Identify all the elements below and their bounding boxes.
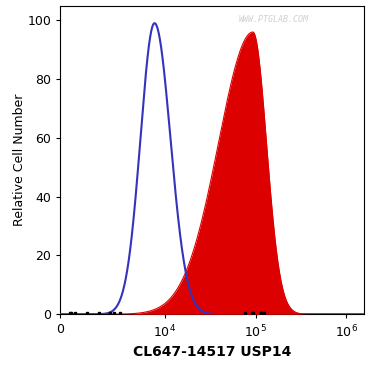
- Text: WWW.PTGLAB.COM: WWW.PTGLAB.COM: [238, 15, 308, 24]
- X-axis label: CL647-14517 USP14: CL647-14517 USP14: [133, 345, 292, 360]
- Y-axis label: Relative Cell Number: Relative Cell Number: [13, 94, 26, 226]
